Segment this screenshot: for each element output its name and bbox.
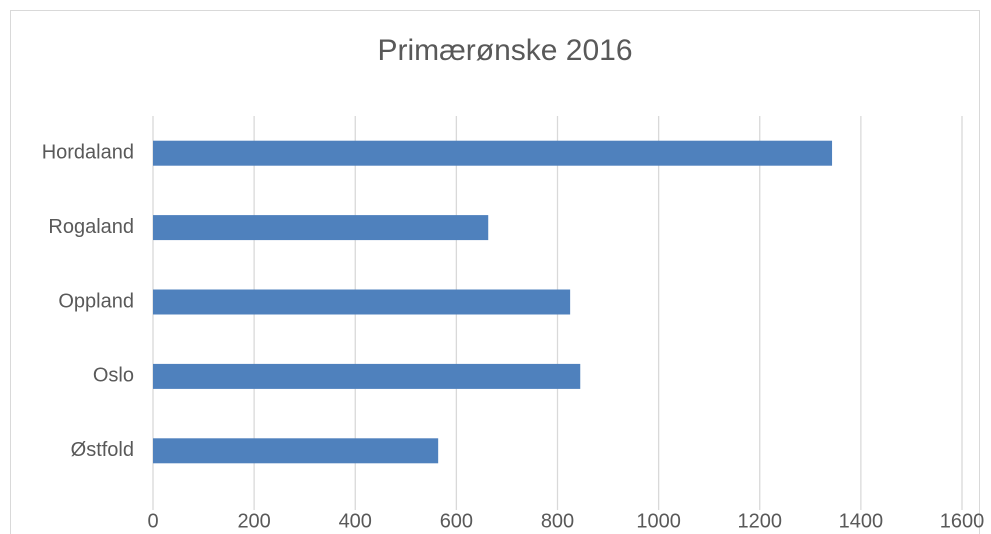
x-tick-label: 600	[440, 510, 473, 532]
y-tick-label: Hordaland	[42, 141, 134, 163]
bar	[153, 363, 581, 389]
x-tick-label: 1600	[940, 510, 985, 532]
y-tick-label: Oppland	[58, 290, 134, 312]
x-tick-label: 1000	[636, 510, 681, 532]
x-tick-label: 200	[237, 510, 270, 532]
x-tick-label: 0	[147, 510, 158, 532]
y-tick-label: Oslo	[93, 365, 134, 387]
x-tick-label: 1200	[738, 510, 783, 532]
x-tick-label: 800	[541, 510, 574, 532]
bar	[153, 140, 833, 166]
bar	[153, 215, 489, 241]
bar	[153, 438, 439, 464]
y-tick-label: Østfold	[71, 439, 134, 461]
x-tick-label: 1400	[839, 510, 884, 532]
bar	[153, 289, 571, 315]
chart-title: Primærønske 2016	[377, 34, 632, 67]
x-tick-label: 400	[339, 510, 372, 532]
y-tick-label: Rogaland	[48, 216, 134, 238]
